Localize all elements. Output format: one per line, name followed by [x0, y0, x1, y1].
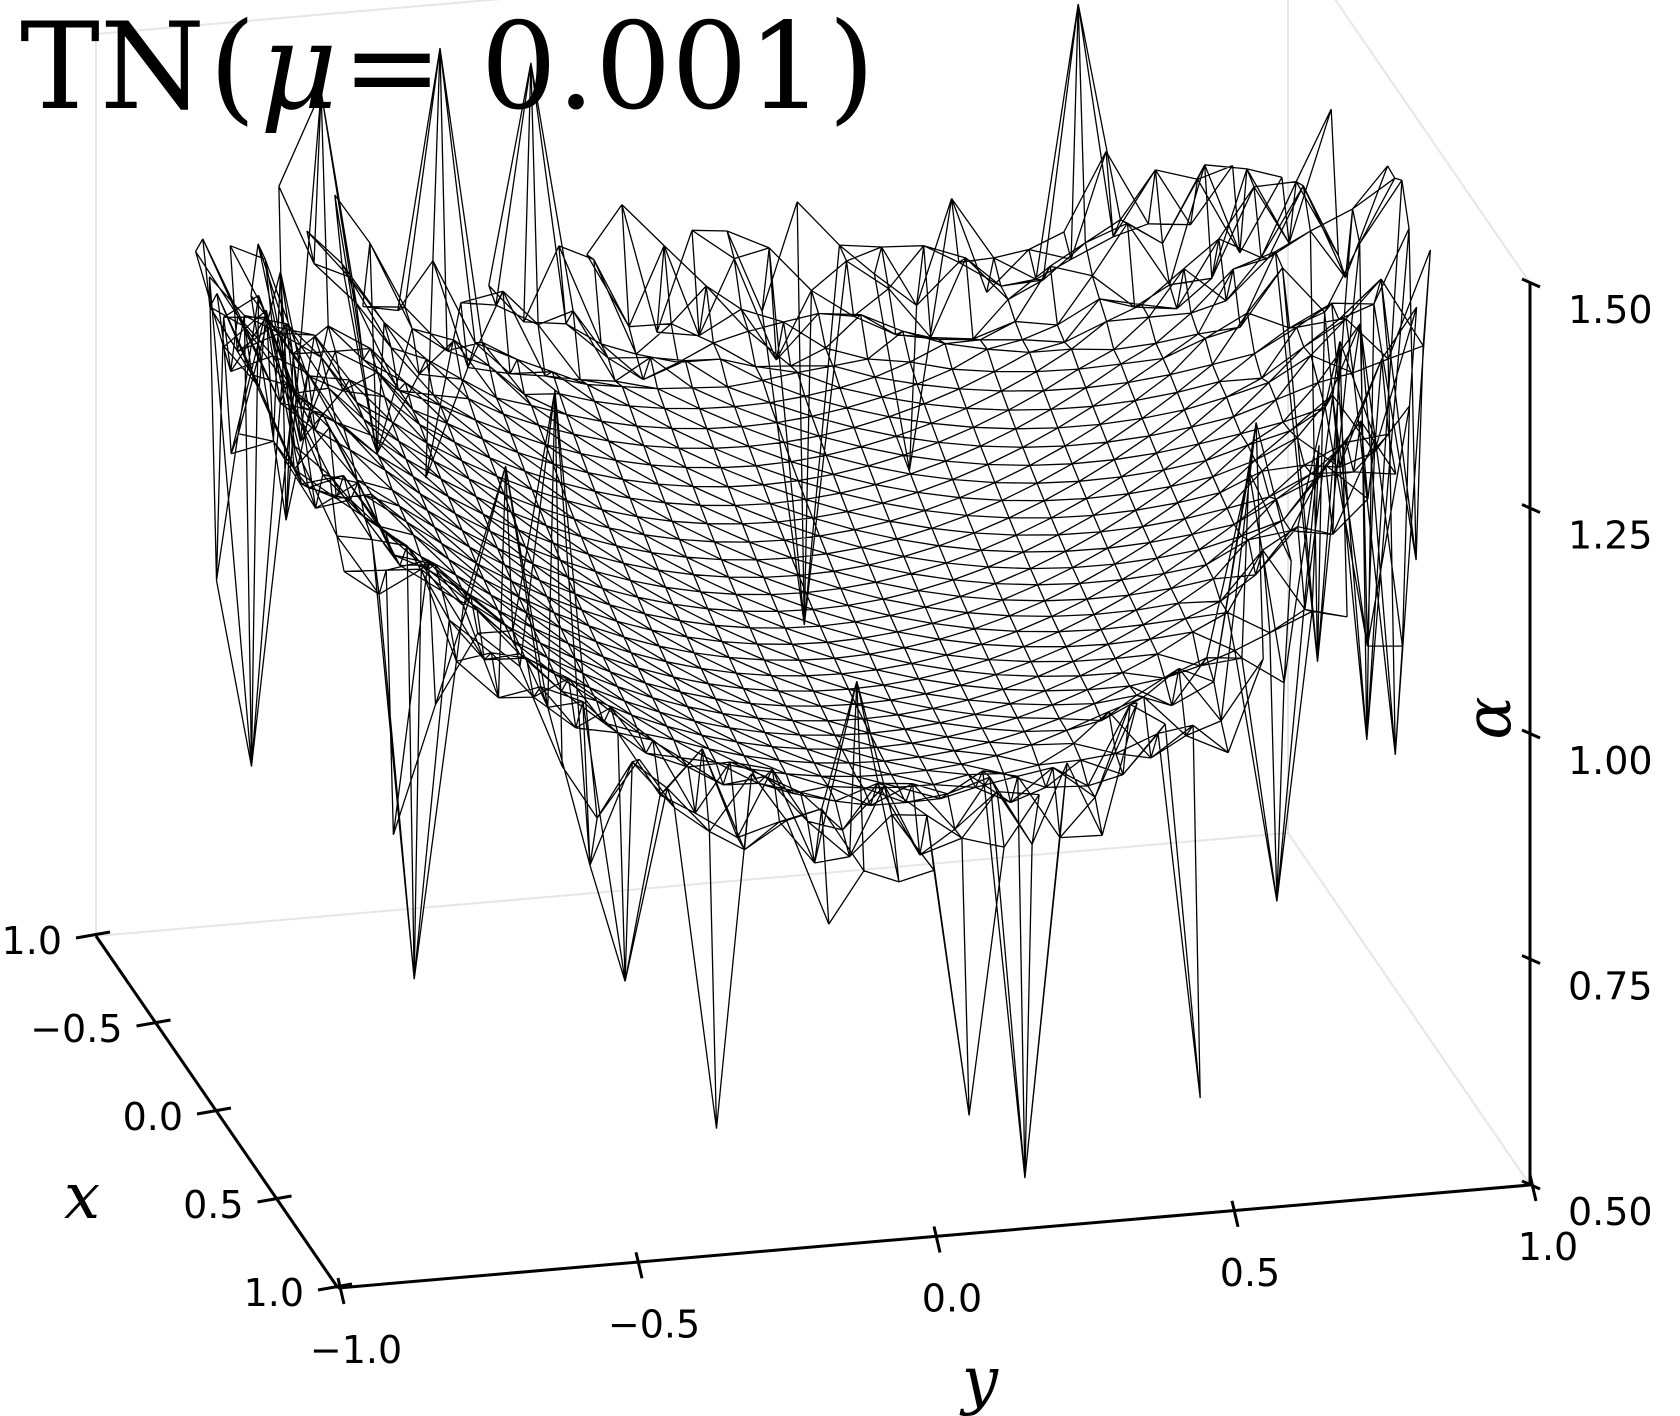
y-tick	[336, 1277, 346, 1305]
y-axis-line	[337, 1183, 1531, 1290]
x-tick	[257, 1194, 292, 1204]
z-axis-label: α	[1452, 696, 1526, 739]
z-tick	[1521, 954, 1541, 965]
y-tick	[1230, 1200, 1240, 1228]
x-tick	[196, 1106, 232, 1116]
box-edge	[1334, 0, 1531, 284]
chart-title: TN ( μ = 0.001 )	[20, 0, 875, 137]
z-tick	[1521, 503, 1541, 514]
x-axis-line	[94, 935, 340, 1289]
box-edge	[95, 832, 1289, 937]
z-tick-label: 0.75	[1568, 965, 1653, 1009]
x-tick-label: −1.0	[0, 919, 62, 963]
z-tick	[1521, 728, 1541, 740]
x-tick-label: 0.0	[123, 1095, 183, 1139]
y-tick-label: −1.0	[310, 1328, 402, 1372]
y-tick-label: −0.5	[608, 1302, 700, 1346]
x-tick	[317, 1282, 353, 1292]
x-tick	[136, 1018, 171, 1028]
z-tick-label: 1.00	[1568, 739, 1653, 783]
z-tick-label: 1.50	[1568, 288, 1653, 332]
y-tick-label: 1.0	[1518, 1225, 1578, 1269]
axes-box	[95, 0, 1531, 1186]
tick-marks	[75, 277, 1541, 1305]
y-axis-label: y	[959, 1344, 999, 1416]
tick-labels: −1.0 −1.0 0.50 −0.5 −0.5 0.75 0.0 0.0 1.00 0.5 0.5…	[0, 288, 1653, 1372]
z-tick	[1521, 277, 1541, 289]
y-tick	[932, 1226, 942, 1253]
y-tick-label: 0.0	[922, 1277, 982, 1321]
y-tick	[1528, 1174, 1538, 1202]
x-axis-label: x	[64, 1160, 100, 1234]
wireframe-surface	[194, 3, 1432, 1179]
z-tick-label: 0.50	[1568, 1190, 1653, 1234]
z-tick-label: 1.25	[1568, 514, 1653, 558]
wireframe-mesh	[194, 3, 1432, 1179]
x-tick	[75, 930, 111, 940]
y-tick-label: 0.5	[1220, 1251, 1280, 1295]
x-tick-label: −0.5	[30, 1007, 122, 1051]
box-edge	[1287, 832, 1531, 1186]
x-tick-label: 1.0	[244, 1271, 304, 1315]
x-tick-label: 0.5	[183, 1183, 243, 1227]
box-edge	[95, 0, 502, 35]
y-tick	[634, 1251, 644, 1279]
